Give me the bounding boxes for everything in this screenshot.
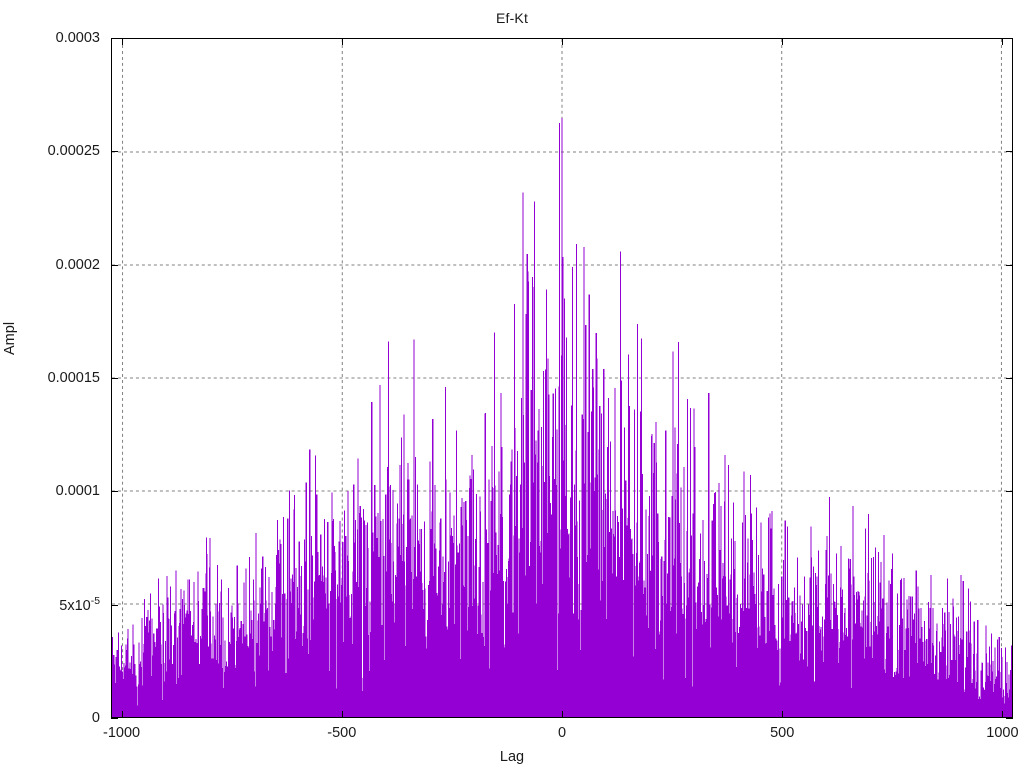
y-tick-mark-right (1006, 491, 1013, 493)
y-tick-mark (111, 378, 118, 379)
y-tick-label: 0.0003 (55, 30, 100, 46)
y-tick-label: 5x10-5 (59, 595, 100, 614)
x-tick-mark (341, 711, 343, 718)
y-tick-label: 0 (91, 710, 100, 726)
y-tick-mark (111, 38, 118, 39)
x-axis-title: Lag (499, 749, 525, 765)
x-tick-label: 1000 (986, 725, 1019, 741)
y-tick-mark (111, 604, 118, 606)
x-tick-mark (121, 711, 123, 718)
y-tick-mark (111, 151, 118, 153)
x-tick-mark (1002, 711, 1004, 718)
y-tick-mark (111, 264, 118, 266)
x-tick-mark-top (562, 38, 563, 45)
y-tick-mark-right (1006, 264, 1013, 266)
chart-title: Ef-Kt (495, 10, 529, 26)
y-tick-mark-right (1006, 151, 1013, 153)
x-tick-label: -1000 (103, 725, 141, 741)
y-tick-label: 0.00015 (47, 370, 100, 386)
y-tick-mark (111, 491, 118, 493)
y-tick-mark-right (1006, 604, 1013, 606)
y-axis-tick-labels: 0 5x10-5 0.0001 0.00015 0.0002 0.00025 0.0003 (0, 0, 100, 768)
x-tick-mark-top (1002, 38, 1004, 45)
y-tick-label: 0.0001 (55, 483, 100, 500)
x-tick-label: -500 (327, 725, 357, 741)
x-tick-mark (562, 711, 563, 718)
x-tick-mark-top (121, 38, 123, 45)
y-tick-mark-right (1006, 38, 1013, 39)
y-tick-label: 0.0002 (55, 256, 100, 273)
x-tick-label: 500 (770, 725, 795, 741)
x-tick-label: 0 (557, 725, 567, 741)
plot-area (111, 38, 1013, 718)
x-tick-mark-top (782, 38, 784, 45)
y-tick-mark-right (1006, 378, 1013, 379)
x-tick-mark (782, 711, 784, 718)
data-series-impulses (112, 118, 1012, 717)
y-tick-mark (111, 718, 118, 719)
y-tick-mark-right (1006, 718, 1013, 719)
y-tick-label: 0.00025 (47, 143, 100, 160)
x-tick-mark-top (341, 38, 343, 45)
